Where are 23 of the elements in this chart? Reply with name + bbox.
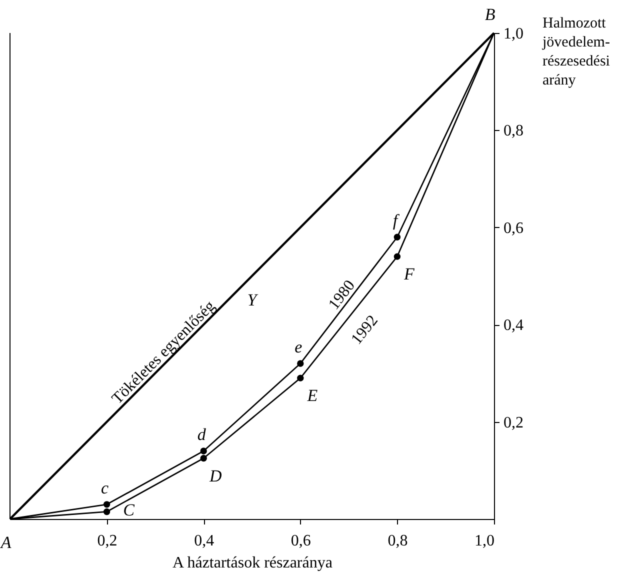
annotation: F: [403, 264, 416, 284]
x-tick-label: 0,8: [388, 532, 408, 550]
x-tick-label: 1,0: [474, 532, 494, 550]
annotation: c: [101, 478, 110, 498]
y-axis-title: Halmozott jövedelem- részesedési arány: [542, 16, 610, 88]
annotation: D: [208, 466, 222, 486]
y-tick-label: 0,8: [504, 122, 524, 140]
annotation: d: [197, 424, 206, 444]
y-tick-label: 0,2: [504, 414, 524, 432]
y-tick-label: 1,0: [504, 26, 524, 42]
annotation: f: [392, 211, 400, 230]
annotation: Y: [247, 290, 258, 310]
x-tick-label: 0,4: [194, 532, 214, 550]
y-tick-label: 0,4: [504, 317, 524, 334]
annotation: B: [484, 5, 496, 24]
y-tick-label: 0,6: [504, 220, 524, 237]
annotation: e: [294, 337, 303, 356]
x-tick-label: 0,6: [290, 532, 311, 550]
annotation: A: [0, 533, 12, 552]
annotation: C: [123, 500, 136, 520]
x-tick-label: 0,2: [97, 532, 118, 550]
annotation: E: [306, 386, 318, 406]
x-axis-title: A háztartások részaránya: [172, 554, 332, 572]
